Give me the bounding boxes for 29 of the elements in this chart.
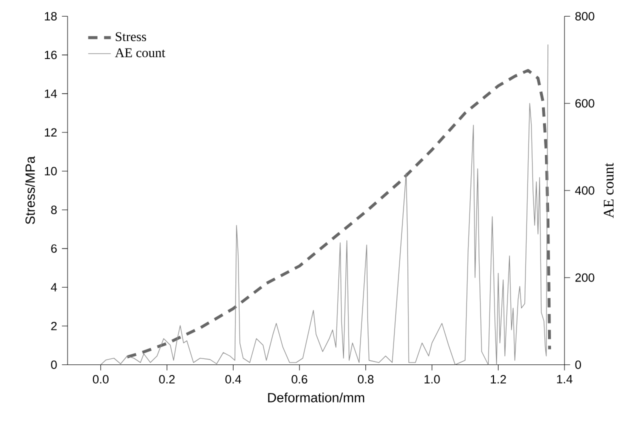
x-tick-label: 0.0 [92, 374, 109, 384]
y-tick-label: 14 [44, 89, 57, 98]
x-tick-label: 0.6 [292, 374, 308, 384]
legend-label: AE count [115, 48, 166, 58]
x-tick-label: 0.8 [358, 374, 374, 384]
y-tick-label: 10 [44, 166, 57, 176]
y2-tick-label: 400 [575, 186, 594, 195]
y-tick-label: 16 [44, 50, 57, 60]
x-tick-label: 0.2 [159, 374, 175, 384]
y-axis-title: Stress/MPa [25, 156, 35, 224]
y2-tick-label: 0 [575, 360, 581, 369]
y-tick-label: 4 [50, 283, 57, 292]
y2-tick-label: 200 [575, 273, 594, 282]
y-tick-label: 8 [51, 205, 57, 214]
x-axis-title: Deformation/mm [268, 392, 364, 402]
x-tick-label: 0.4 [225, 374, 242, 384]
y-tick-label: 2 [51, 322, 57, 330]
x-tick-label: 1.4 [557, 374, 572, 384]
y2-axis-title: AE count [604, 162, 614, 218]
x-tick-label: 1.0 [424, 374, 440, 384]
y-tick-label: 12 [44, 128, 57, 136]
y2-tick-label: 800 [575, 12, 594, 20]
x-tick-label: 1.2 [490, 374, 506, 384]
line-series [100, 44, 548, 365]
y-tick-label: 6 [51, 244, 57, 253]
legend-label: Stress [116, 32, 146, 41]
y2-tick-label: 600 [575, 98, 594, 108]
y-tick-label: 0 [51, 360, 57, 369]
y-tick-label: 18 [44, 12, 57, 20]
